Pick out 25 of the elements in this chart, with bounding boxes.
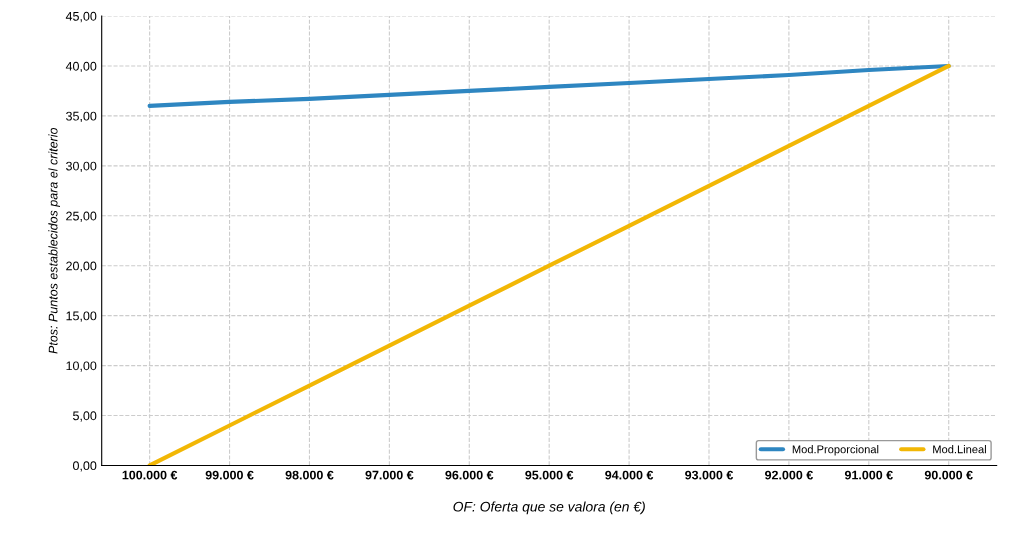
y-axis-title: Ptos: Puntos establecidos para el criterio (48, 127, 61, 354)
y-tick-label: 5,00 (73, 411, 97, 422)
x-axis-title: OF: Oferta que se valora (en €) (453, 501, 645, 515)
x-tick-label: 90.000 € (924, 470, 973, 480)
x-tick-label: 99.000 € (205, 470, 254, 480)
x-tick-label: 96.000 € (445, 470, 494, 480)
y-tick-label: 45,00 (65, 11, 97, 23)
y-tick-label: 30,00 (66, 161, 97, 172)
x-tick-label: 100.000 € (122, 470, 178, 480)
x-tick-label: 95.000 € (525, 470, 574, 480)
x-tick-label: 91.000 € (844, 470, 893, 480)
x-tick-label: 93.000 € (685, 470, 734, 480)
x-tick-label: 94.000 € (605, 470, 654, 480)
x-tick-label: 97.000 € (365, 470, 414, 480)
y-tick-label: 15,00 (66, 311, 97, 322)
y-tick-label: 20,00 (66, 261, 97, 272)
legend-label: Mod.Lineal (933, 445, 986, 454)
y-tick-label: 40,00 (65, 61, 97, 73)
x-tick-label: 98.000 € (285, 470, 334, 480)
y-tick-label: 0,00 (73, 461, 97, 472)
x-tick-label: 92.000 € (765, 470, 814, 480)
y-tick-label: 35,00 (66, 111, 97, 123)
y-tick-label: 25,00 (66, 211, 97, 222)
y-tick-label: 10,00 (66, 361, 97, 372)
legend-label: Mod.Proporcional (792, 445, 879, 456)
